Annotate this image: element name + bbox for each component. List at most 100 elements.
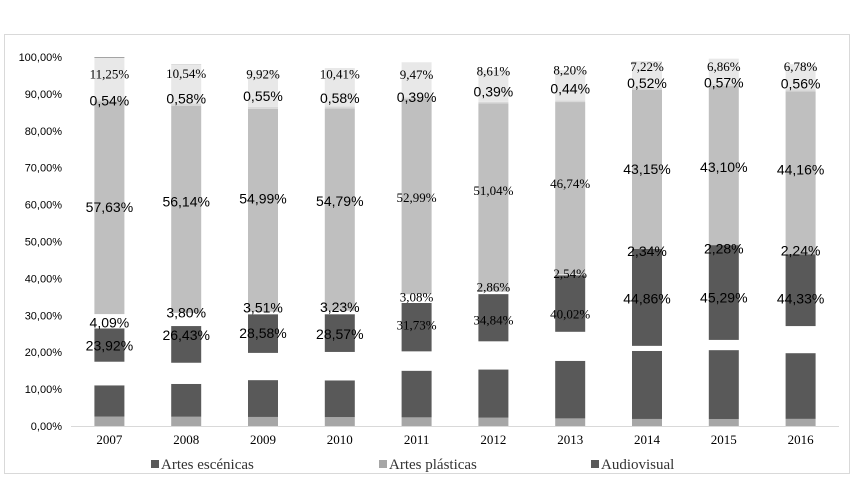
y-tick-label: 80,00% [25, 126, 63, 138]
bar-segment [478, 369, 509, 418]
data-label: 3,51% [243, 300, 283, 316]
y-tick-label: 10,00% [25, 384, 63, 396]
data-label: 11,25% [90, 67, 130, 82]
data-label: 43,15% [623, 161, 670, 177]
bar-segment [555, 274, 586, 276]
data-label: 46,74% [550, 176, 590, 191]
bar-segment [94, 416, 125, 426]
y-tick-label: 30,00% [25, 310, 63, 322]
bar-segment [248, 106, 278, 109]
bar-segment [94, 385, 125, 417]
bar-segment [171, 312, 202, 327]
bar-segment [478, 341, 509, 370]
legend-label: Artes plásticas [389, 457, 477, 473]
bar-segment [324, 380, 355, 418]
bar-segment [785, 254, 816, 327]
bar-segment [478, 417, 509, 426]
data-label: 0,52% [627, 75, 667, 91]
bar-segment [401, 98, 432, 295]
bar-segment [555, 331, 586, 361]
bar-segment [94, 57, 125, 58]
x-tick-label: 2014 [634, 432, 661, 447]
bar-segment [478, 103, 509, 292]
bar-segment [94, 101, 125, 315]
bar-segment [555, 360, 586, 419]
bar-segment [94, 314, 125, 329]
x-tick-label: 2009 [250, 432, 276, 447]
bar-segment [785, 91, 816, 255]
y-tick-label: 50,00% [25, 237, 63, 249]
data-label: 44,86% [623, 290, 670, 306]
stacked-bar-chart: 0,00% 10,00% 20,00% 30,00% 40,00% 50,00% 60,00… [19, 52, 839, 473]
bar-segment [324, 310, 355, 315]
data-label: 31,73% [397, 318, 437, 333]
bar-segment [632, 61, 662, 88]
bar-segment [401, 351, 432, 371]
bar-segment [632, 418, 662, 426]
bar-segment [555, 275, 586, 332]
bar-segment [401, 294, 432, 303]
data-label: 4,09% [90, 315, 130, 331]
data-label: 0,54% [90, 93, 130, 109]
bar-segment [248, 70, 278, 107]
data-label: 40,02% [550, 306, 590, 321]
bar-segment [632, 248, 662, 346]
data-label: 0,39% [474, 84, 514, 100]
bar-segment [248, 108, 278, 312]
y-tick-label: 90,00% [25, 89, 63, 101]
data-label: 3,23% [320, 299, 360, 315]
bar-segment [171, 416, 202, 426]
bar-segment [708, 86, 739, 246]
bar-segment [478, 70, 509, 102]
bar-segment [708, 418, 739, 426]
bar-segment [632, 89, 662, 249]
bar-segment [478, 101, 509, 104]
bar-segment [401, 302, 432, 352]
data-label: 0,58% [320, 90, 360, 106]
x-tick-label: 2013 [557, 432, 583, 447]
data-label: 0,39% [397, 89, 437, 105]
data-label: 0,55% [243, 88, 283, 104]
data-label: 6,78% [784, 59, 818, 74]
data-label: 51,04% [473, 183, 513, 198]
bar-segment [94, 328, 125, 362]
data-label: 2,54% [553, 266, 587, 281]
x-tick-label: 2007 [96, 432, 123, 447]
bar-segment [555, 100, 586, 103]
x-tick-label: 2016 [788, 432, 815, 447]
y-tick-label: 40,00% [25, 273, 63, 285]
data-label: 28,57% [316, 326, 363, 342]
bar-segment [324, 351, 355, 381]
y-tick-label: 70,00% [25, 163, 63, 175]
bar-segment [171, 64, 202, 104]
legend: Artes escénicas Artes plásticas Audiovisua… [151, 457, 674, 473]
bar-segment [401, 97, 432, 99]
data-label: 44,33% [777, 290, 824, 306]
bar-segment [171, 326, 202, 363]
bar-segment [401, 62, 432, 98]
bar-segment [708, 58, 739, 84]
y-tick-label: 20,00% [25, 347, 63, 359]
bar-segment [171, 362, 202, 384]
bar-segment [785, 64, 816, 90]
bar-segment [785, 89, 816, 92]
data-label: 7,22% [630, 59, 664, 74]
data-label: 8,20% [553, 63, 587, 78]
bar-segment [478, 294, 509, 342]
data-label: 6,86% [707, 59, 741, 74]
bar-segment [324, 417, 355, 426]
data-label: 54,99% [239, 191, 286, 207]
data-label: 2,28% [704, 241, 744, 257]
bar-segment [248, 314, 278, 353]
bar-segment [401, 417, 432, 426]
bar-segment [708, 245, 739, 340]
y-tick-label: 60,00% [25, 200, 63, 212]
bar-segment [708, 350, 739, 419]
bar-segment [632, 350, 662, 419]
bar-segment [632, 345, 662, 351]
bar-segment [708, 83, 739, 87]
bar-segment [324, 108, 355, 311]
bar-segment [324, 67, 355, 107]
data-label: 45,29% [700, 290, 747, 306]
bar-segment [708, 339, 739, 351]
